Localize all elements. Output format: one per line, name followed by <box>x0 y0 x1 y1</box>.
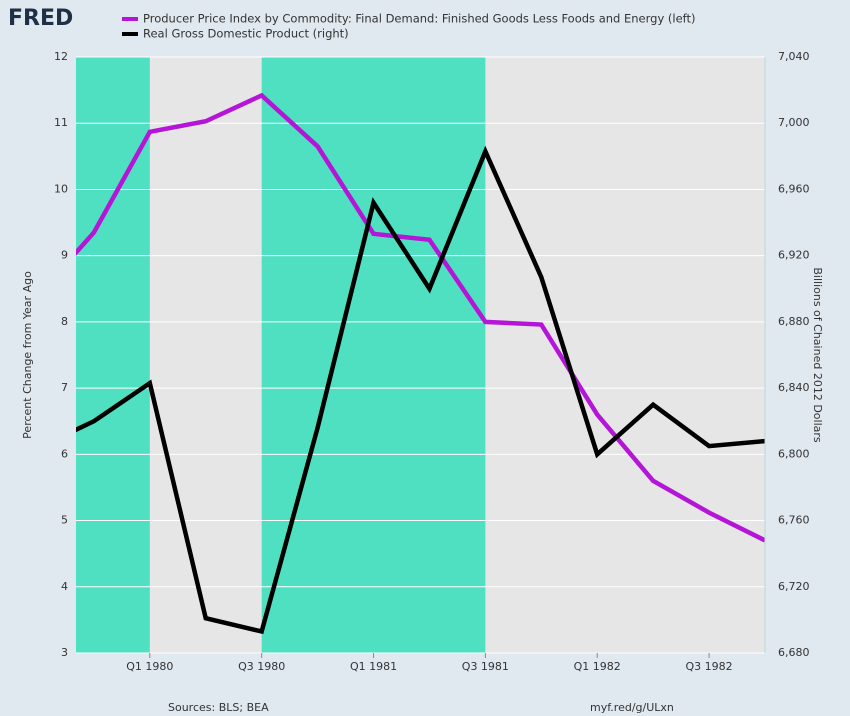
x-tick-label: Q3 1980 <box>238 660 285 673</box>
y2-tick-label: 6,880 <box>778 315 810 328</box>
y-tick-label: 4 <box>61 580 68 593</box>
y2-tick-label: 6,920 <box>778 249 810 262</box>
y-tick-label: 8 <box>61 315 68 328</box>
y-tick-label: 10 <box>54 182 68 195</box>
logo: FRED <box>8 6 73 31</box>
y2-tick-label: 6,800 <box>778 447 810 460</box>
source: Sources: BLS; BEA <box>168 701 269 714</box>
y2-tick-label: 6,720 <box>778 580 810 593</box>
y-tick-label: 6 <box>61 447 68 460</box>
y-tick-label: 11 <box>54 116 68 129</box>
x-tick-label: Q1 1980 <box>126 660 173 673</box>
y2-tick-label: 6,840 <box>778 381 810 394</box>
y-tick-label: 3 <box>61 646 68 659</box>
x-tick-label: Q3 1982 <box>685 660 732 673</box>
y2-axis-label: Billions of Chained 2012 Dollars <box>811 267 824 443</box>
legend-label: Producer Price Index by Commodity: Final… <box>143 12 696 26</box>
y2-tick-label: 6,760 <box>778 514 810 527</box>
y2-tick-label: 6,680 <box>778 646 810 659</box>
y-tick-label: 5 <box>61 514 68 527</box>
recession-shade <box>76 57 150 653</box>
lines <box>76 92 765 635</box>
legend-swatch <box>122 17 138 21</box>
legend-swatch <box>122 32 138 36</box>
y-tick-label: 7 <box>61 381 68 394</box>
y-tick-label: 9 <box>61 249 68 262</box>
link[interactable]: myf.red/g/ULxn <box>590 701 674 714</box>
x-tick-label: Q1 1981 <box>350 660 397 673</box>
y-tick-label: 12 <box>54 50 68 63</box>
y-axis-label: Percent Change from Year Ago <box>21 271 34 439</box>
y2-tick-label: 6,960 <box>778 182 810 195</box>
series-line <box>76 145 765 635</box>
legend-label: Real Gross Domestic Product (right) <box>143 27 349 41</box>
recession-shade <box>261 57 486 653</box>
y2-tick-label: 7,040 <box>778 50 810 63</box>
series-line <box>76 92 765 543</box>
x-tick-label: Q3 1981 <box>462 660 509 673</box>
grid <box>76 56 765 654</box>
x-tick-label: Q1 1982 <box>574 660 621 673</box>
y2-tick-label: 7,000 <box>778 116 810 129</box>
